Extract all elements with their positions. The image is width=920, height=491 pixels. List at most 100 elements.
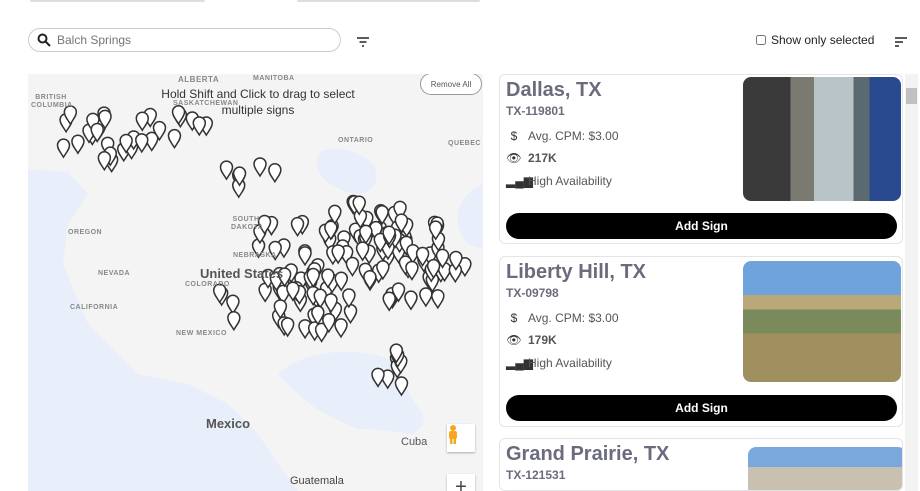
signal-bars-icon: ▂▄▆: [506, 356, 533, 370]
sign-marker[interactable]: [334, 318, 348, 339]
sign-marker[interactable]: [321, 268, 335, 289]
remove-all-button[interactable]: Remove All: [420, 74, 482, 95]
top-tab-2[interactable]: [297, 0, 480, 2]
sign-marker[interactable]: [257, 214, 272, 235]
sign-photo[interactable]: [743, 261, 901, 382]
sign-marker[interactable]: [435, 248, 450, 269]
sign-marker[interactable]: [393, 200, 407, 221]
sign-title: Dallas, TX: [506, 79, 602, 101]
sign-marker[interactable]: [135, 133, 149, 154]
sign-code: TX-09798: [506, 286, 559, 300]
show-only-selected-label: Show only selected: [771, 33, 875, 47]
map[interactable]: ALBERTA MANITOBA BRITISH COLUMBIA SASKAT…: [28, 74, 483, 491]
sign-marker[interactable]: [268, 163, 282, 184]
sign-marker[interactable]: [343, 303, 358, 325]
sign-marker[interactable]: [375, 205, 389, 226]
sign-marker[interactable]: [359, 224, 373, 245]
sign-marker[interactable]: [394, 213, 409, 234]
sign-title: Grand Prairie, TX: [506, 443, 670, 465]
sign-photo[interactable]: [743, 77, 901, 201]
sign-availability: High Availability: [528, 356, 612, 370]
sign-marker[interactable]: [382, 225, 396, 246]
sign-marker[interactable]: [90, 122, 104, 143]
scrollbar-thumb[interactable]: [906, 88, 917, 104]
sign-marker[interactable]: [342, 288, 356, 309]
add-sign-button[interactable]: Add Sign: [506, 395, 897, 421]
sign-marker[interactable]: [352, 195, 366, 216]
search-box[interactable]: [28, 28, 341, 52]
sign-marker[interactable]: [298, 246, 312, 267]
sign-marker[interactable]: [382, 291, 396, 312]
sign-marker[interactable]: [192, 116, 207, 137]
sign-marker[interactable]: [290, 216, 305, 238]
signal-bars-icon: ▂▄▆: [506, 174, 533, 188]
sign-marker[interactable]: [63, 105, 78, 126]
sign-marker[interactable]: [212, 283, 227, 304]
zoom-in-button[interactable]: +: [447, 474, 475, 491]
sign-marker[interactable]: [277, 267, 292, 288]
show-only-selected-checkbox[interactable]: [756, 35, 766, 45]
sign-marker[interactable]: [119, 133, 133, 154]
filter-icon[interactable]: [356, 35, 370, 53]
sign-marker[interactable]: [428, 220, 443, 241]
sign-marker[interactable]: [328, 204, 342, 225]
sign-marker[interactable]: [98, 109, 112, 130]
sign-marker[interactable]: [345, 256, 360, 277]
sign-marker[interactable]: [419, 287, 433, 308]
sign-marker[interactable]: [97, 151, 112, 172]
sign-marker[interactable]: [286, 281, 300, 302]
sign-marker[interactable]: [71, 134, 85, 155]
sign-photo[interactable]: [748, 447, 902, 490]
sign-marker[interactable]: [280, 317, 295, 338]
search-icon: [37, 33, 51, 47]
sign-marker[interactable]: [227, 310, 241, 332]
sign-marker[interactable]: [152, 120, 167, 142]
sign-marker[interactable]: [376, 260, 390, 281]
sign-marker[interactable]: [431, 289, 445, 310]
sign-marker[interactable]: [404, 290, 418, 311]
sign-marker[interactable]: [334, 271, 348, 292]
sign-marker[interactable]: [331, 244, 345, 265]
sign-marker[interactable]: [167, 128, 182, 150]
sign-marker[interactable]: [226, 294, 240, 315]
sign-marker[interactable]: [314, 322, 329, 343]
sign-marker[interactable]: [322, 313, 336, 334]
sign-marker[interactable]: [389, 343, 404, 364]
sign-marker[interactable]: [273, 299, 288, 320]
label-ontario: ONTARIO: [338, 137, 374, 144]
dollar-icon: $: [510, 311, 518, 325]
label-alberta: ALBERTA: [178, 75, 220, 84]
show-only-selected[interactable]: Show only selected: [756, 33, 874, 47]
scrollbar[interactable]: [905, 74, 918, 491]
sign-marker[interactable]: [268, 240, 282, 262]
sign-marker[interactable]: [171, 105, 186, 126]
sign-marker[interactable]: [426, 258, 441, 280]
sign-marker[interactable]: [253, 157, 267, 178]
add-sign-button[interactable]: Add Sign: [506, 213, 897, 239]
sign-marker[interactable]: [135, 111, 150, 132]
sign-marker[interactable]: [306, 267, 320, 288]
sign-marker[interactable]: [324, 293, 338, 314]
sign-marker[interactable]: [311, 305, 325, 326]
sign-marker[interactable]: [371, 367, 385, 388]
sign-marker[interactable]: [355, 241, 370, 262]
sign-marker[interactable]: [276, 284, 290, 305]
top-tab-1[interactable]: [30, 0, 205, 2]
sign-marker[interactable]: [449, 250, 463, 272]
sign-marker[interactable]: [415, 246, 430, 267]
sign-marker[interactable]: [232, 166, 247, 187]
eye-icon: 👁: [506, 151, 522, 165]
sign-marker[interactable]: [324, 220, 338, 241]
street-view-pegman-icon[interactable]: [447, 424, 475, 452]
sign-marker[interactable]: [219, 160, 234, 181]
label-mexico: Mexico: [206, 416, 251, 431]
label-quebec: QUEBEC: [448, 140, 481, 147]
sign-marker[interactable]: [405, 260, 419, 281]
sign-marker[interactable]: [394, 376, 409, 397]
label-saskatchewan: SASKATCHEWAN: [173, 100, 239, 107]
label-manitoba: MANITOBA: [253, 75, 295, 82]
sign-marker[interactable]: [56, 138, 71, 159]
sort-icon[interactable]: [894, 35, 908, 53]
sign-marker[interactable]: [363, 269, 377, 291]
search-input[interactable]: [57, 33, 317, 47]
